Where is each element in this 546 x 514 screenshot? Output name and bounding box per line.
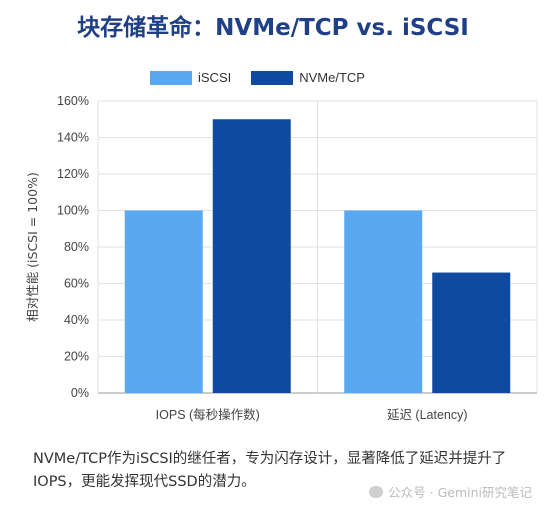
- bar-nvme-tcp-0: [212, 119, 291, 393]
- x-tick-label: IOPS (每秒操作数): [156, 407, 260, 422]
- y-tick-label: 20%: [64, 350, 89, 364]
- y-tick-label: 100%: [57, 204, 89, 218]
- bar-nvme-tcp-1: [432, 272, 511, 393]
- y-tick-label: 140%: [57, 131, 89, 145]
- watermark: 公众号 · Gemini研究笔记: [369, 482, 532, 501]
- x-tick-label: 延迟 (Latency): [387, 408, 468, 422]
- legend-item-iscsi: iSCSI: [150, 70, 231, 85]
- bar-iscsi-0: [124, 210, 203, 393]
- y-tick-label: 160%: [57, 94, 89, 108]
- bar-chart: 0% 20% 40% 60% 80% 100% 120% 140% 160% IOPS (每秒操作…: [25, 94, 538, 422]
- chart-title: 块存储革命：NVMe/TCP vs. iSCSI: [77, 15, 469, 41]
- y-tick-label: 0%: [71, 386, 89, 400]
- y-tick-label: 120%: [57, 167, 89, 181]
- bar-iscsi-1: [344, 210, 423, 393]
- legend-swatch-iscsi: [150, 70, 192, 85]
- legend-label-iscsi: iSCSI: [198, 70, 232, 85]
- y-tick-label: 40%: [64, 313, 89, 327]
- y-tick-label: 80%: [64, 240, 89, 254]
- watermark-text: 公众号 · Gemini研究笔记: [388, 485, 532, 500]
- legend-swatch-nvme-tcp: [251, 70, 294, 85]
- y-axis-label: 相对性能 (iSCSI = 100%): [25, 172, 40, 322]
- y-tick-label: 60%: [64, 277, 89, 291]
- legend: iSCSI NVMe/TCP: [150, 70, 385, 85]
- caption: NVMe/TCP作为iSCSI的继任者，专为闪存设计，显著降低了延迟并提升了IO…: [33, 451, 507, 490]
- wechat-icon: [369, 485, 384, 498]
- legend-label-nvme-tcp: NVMe/TCP: [299, 70, 365, 85]
- legend-item-nvme-tcp: NVMe/TCP: [251, 70, 365, 85]
